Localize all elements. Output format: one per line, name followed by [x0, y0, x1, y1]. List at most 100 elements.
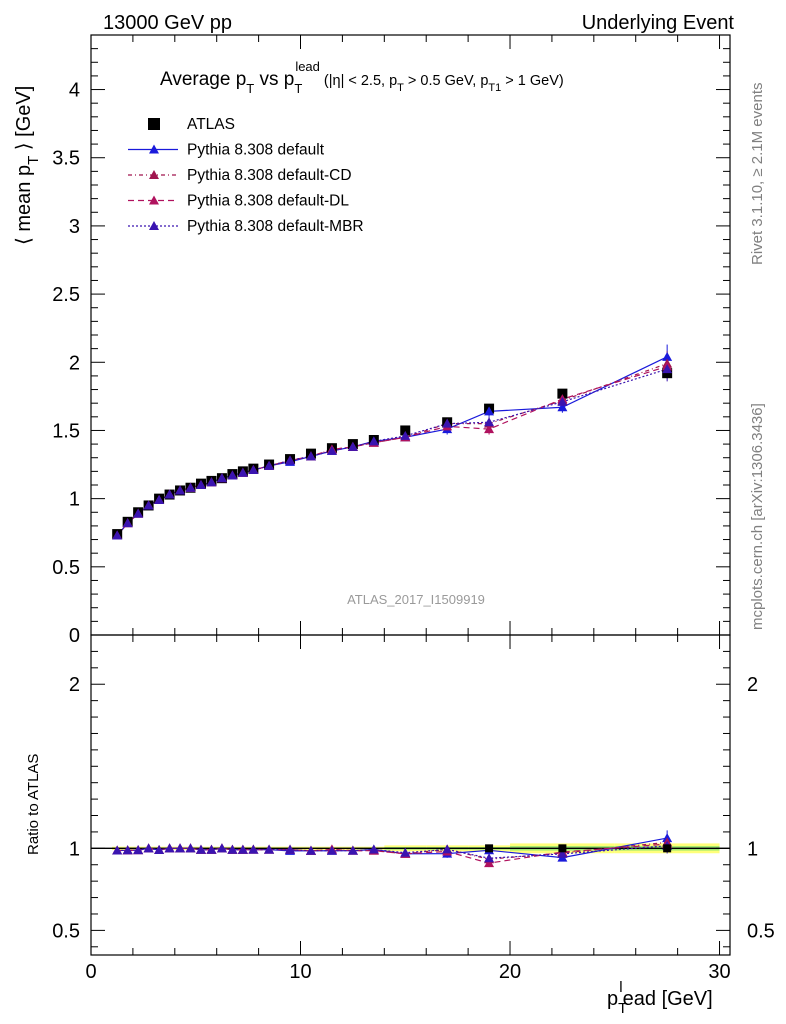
y-tick-label: 3.5 [52, 148, 80, 170]
x-axis-label: pTlead [GeV] [607, 979, 713, 1017]
analysis-watermark: ATLAS_2017_I1509919 [347, 592, 485, 607]
series-point [400, 430, 411, 440]
atlas-point [662, 368, 673, 379]
title-part-a-sub: T [246, 81, 254, 96]
x-label-sup: l [619, 979, 622, 996]
series-point [285, 455, 296, 465]
series-line [116, 363, 668, 536]
x-tick-label: 10 [289, 961, 311, 983]
title-part-a: Average p [160, 69, 246, 90]
ratio-tick-label-right: 0.5 [747, 920, 775, 942]
title-cond-1: (|η| < 2.5, p [320, 73, 397, 89]
ratio-point [133, 845, 144, 855]
x-label-b: ead [GeV] [623, 988, 713, 1010]
rivet-label: Rivet 3.1.10, ≥ 2.1M events [749, 83, 766, 266]
ratio-atlas-point [485, 844, 494, 853]
ratio-point [237, 844, 248, 854]
ratio-point [164, 843, 175, 853]
x-tick-label: 20 [499, 961, 521, 983]
ratio-point [326, 845, 337, 855]
x-axis-ticks: 0 10 20 30 [85, 35, 731, 983]
ratio-tick-label: 2 [69, 674, 80, 696]
y-tick-label: 4 [69, 80, 80, 102]
series-point [227, 470, 238, 480]
y-tick-label: 2.5 [52, 284, 80, 306]
atlas-point [557, 388, 568, 399]
title-part-b-sup: lead [295, 59, 320, 74]
ratio-point [557, 848, 568, 858]
series-point [206, 477, 217, 487]
series-point [143, 500, 154, 510]
x-tick-label: 0 [85, 961, 96, 983]
y-label-a: ⟨ mean p [13, 165, 35, 245]
legend-label: Pythia 8.308 default-DL [187, 193, 349, 210]
ratio-point [227, 844, 238, 854]
series-point [442, 418, 453, 428]
y-tick-label: 3 [69, 216, 80, 238]
legend-marker-atlas [148, 118, 160, 130]
series-point [557, 396, 568, 406]
series-point [484, 406, 495, 416]
series-point [122, 518, 133, 528]
series-point [368, 436, 379, 446]
title-part-b: vs p [254, 69, 294, 90]
series-point [305, 451, 316, 461]
y-label-sub: T [25, 156, 42, 165]
ratio-point [143, 843, 154, 853]
series-point [237, 467, 248, 477]
ratio-point [285, 844, 296, 854]
legend-label: ATLAS [187, 116, 235, 133]
y-tick-label: 2 [69, 352, 80, 374]
ratio-point [248, 844, 259, 854]
y-axis-label: ⟨ mean pT ⟩ [GeV] [13, 86, 42, 245]
series-point [154, 495, 165, 504]
series-point [484, 424, 495, 434]
series-point [185, 482, 196, 492]
series-point [216, 473, 227, 483]
ratio-point [216, 843, 227, 853]
ratio-point [400, 847, 411, 857]
ratio-series-layer [112, 830, 673, 868]
title-cond-1-sub: T [397, 82, 404, 94]
series-point [662, 351, 673, 361]
ratio-tick-label-right: 2 [747, 674, 758, 696]
ratio-point [484, 858, 495, 868]
ratio-tick-label: 1 [69, 838, 80, 860]
y-label-b: ⟩ [GeV] [13, 86, 35, 156]
series-point [662, 364, 673, 374]
series-point [484, 417, 495, 427]
legend: ATLAS Pythia 8.308 default Pythia 8.308 de… [128, 116, 364, 235]
ratio-axis-ticks: 0.5 0.5 1 1 2 2 [52, 650, 775, 948]
ratio-point [484, 853, 495, 863]
ratio-point [185, 843, 196, 853]
legend-marker [149, 144, 159, 154]
x-tick-label: 30 [708, 961, 730, 983]
ratio-point [206, 844, 217, 854]
mcplots-label: mcplots.cern.ch [arXiv:1306.3436] [749, 403, 766, 630]
header-right: Underlying Event [582, 12, 735, 34]
ratio-point [368, 844, 379, 854]
series-point [557, 402, 568, 412]
ratio-point [305, 845, 316, 855]
legend-label: Pythia 8.308 default-MBR [187, 218, 364, 235]
y-tick-label: 0.5 [52, 557, 80, 579]
legend-marker [149, 170, 159, 179]
atlas-point [400, 425, 411, 436]
series-point [326, 445, 337, 455]
ratio-tick-label-right: 1 [747, 838, 758, 860]
main-series-layer [112, 344, 673, 540]
series-line [116, 356, 668, 536]
ratio-point [112, 845, 123, 855]
ratio-point [347, 845, 358, 855]
title-cond-2-sub: T1 [488, 82, 501, 94]
ratio-point [175, 843, 186, 853]
legend-marker [149, 195, 159, 205]
ratio-point [154, 844, 165, 854]
y-axis-ticks: 0 0.5 1 1.5 2 2.5 3 3.5 4 [52, 34, 730, 647]
title-cond-2: > 0.5 GeV, p [404, 73, 489, 89]
legend-label: Pythia 8.308 default-CD [187, 167, 352, 184]
title-part-b-sub: T [294, 81, 302, 96]
title-cond-3: > 1 GeV) [501, 73, 563, 89]
ratio-atlas-point [663, 844, 672, 853]
